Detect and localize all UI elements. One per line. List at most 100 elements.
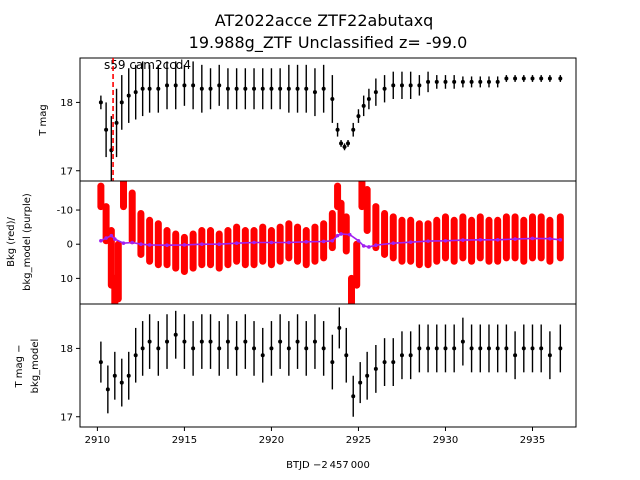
bottom-point (434, 346, 439, 351)
top-point (114, 120, 119, 125)
bottom-point (119, 380, 124, 385)
top-point (356, 114, 361, 119)
top-point (98, 100, 103, 105)
middle-model-point (165, 243, 169, 248)
top-point (260, 86, 265, 91)
bottom-point (173, 332, 178, 337)
top-point (147, 86, 152, 91)
middle-background-point (303, 245, 309, 251)
top-point (156, 86, 161, 91)
bottom-point (365, 373, 370, 378)
middle-model-point (495, 237, 500, 242)
middle-model-point (530, 236, 535, 241)
middle-background-point (108, 255, 114, 261)
bottom-point (208, 339, 213, 344)
bottom-point (140, 346, 145, 351)
top-point (312, 90, 317, 95)
bottom-point (269, 346, 274, 351)
bottom-point (191, 346, 196, 351)
middle-background-point (460, 234, 466, 240)
top-point (304, 86, 309, 91)
top-point (342, 144, 347, 149)
middle-model-point (361, 244, 366, 248)
bottom-point (286, 346, 291, 351)
bottom-point (330, 360, 335, 365)
middle-model-point (408, 240, 413, 244)
top-point (521, 76, 526, 81)
middle-model-point (356, 238, 361, 243)
middle-background-point (268, 245, 274, 251)
top-point (373, 90, 378, 95)
middle-y-tick-label: 0 (67, 240, 73, 251)
middle-plot-marks (97, 181, 564, 304)
top-point (513, 76, 518, 81)
bottom-point (408, 353, 413, 358)
middle-model-point (182, 243, 187, 247)
middle-background-point (129, 214, 135, 220)
top-y-axis-label: T mag (38, 104, 49, 137)
bottom-point (478, 346, 483, 351)
middle-background-point (242, 245, 248, 251)
middle-model-point (391, 241, 396, 245)
middle-background-point (181, 251, 187, 257)
middle-background-point (199, 245, 205, 251)
middle-model-point (139, 242, 143, 247)
middle-background-point (216, 248, 222, 254)
middle-model-point (130, 240, 135, 245)
middle-background-point (469, 238, 475, 244)
bottom-plot-marks (98, 307, 563, 417)
bottom-point (358, 380, 363, 385)
top-plot-marks (98, 61, 563, 181)
top-point (321, 86, 326, 91)
middle-background-point (115, 269, 121, 275)
sector-annotation: s59 cam2ccd4 (104, 58, 191, 72)
top-point (351, 127, 356, 132)
top-point (217, 83, 222, 88)
middle-y-axis-label-line-2: bkg_model (purple) (22, 193, 33, 291)
middle-background-point (208, 245, 214, 251)
bottom-plot-frame (79, 303, 577, 428)
top-point (443, 79, 448, 84)
middle-model-point (367, 245, 371, 249)
top-point (126, 93, 131, 98)
middle-model-point (335, 233, 340, 238)
bottom-point (278, 339, 283, 344)
middle-model-point (330, 238, 335, 243)
top-point (278, 86, 283, 91)
bottom-point (156, 346, 161, 351)
top-point (417, 83, 422, 88)
top-point (469, 79, 474, 84)
bottom-point (504, 346, 509, 351)
middle-background-point (155, 241, 161, 247)
middle-model-point (109, 233, 114, 238)
chart-title-line-2: 19.988g_ZTF Unclassified z= -99.0 (189, 33, 468, 53)
middle-background-point (359, 190, 365, 196)
bottom-point (126, 373, 131, 378)
top-point (104, 127, 109, 132)
top-point (558, 76, 563, 81)
bottom-point (165, 339, 170, 344)
bottom-point (105, 387, 110, 392)
top-point (225, 86, 230, 91)
middle-model-point (347, 232, 352, 237)
middle-background-point (382, 231, 388, 237)
top-point (243, 86, 248, 91)
middle-background-point (312, 241, 318, 247)
bottom-point (304, 346, 309, 351)
bottom-point (133, 353, 138, 358)
middle-background-point (329, 228, 335, 234)
top-point (547, 76, 552, 81)
top-point (530, 76, 535, 81)
bottom-point (513, 353, 518, 358)
bottom-point (225, 339, 230, 344)
bottom-point (351, 394, 356, 399)
top-point (252, 86, 257, 91)
middle-model-point (461, 238, 465, 242)
bottom-point (452, 346, 457, 351)
bottom-point (260, 353, 265, 358)
bottom-point (417, 346, 422, 351)
middle-model-point (304, 240, 309, 244)
